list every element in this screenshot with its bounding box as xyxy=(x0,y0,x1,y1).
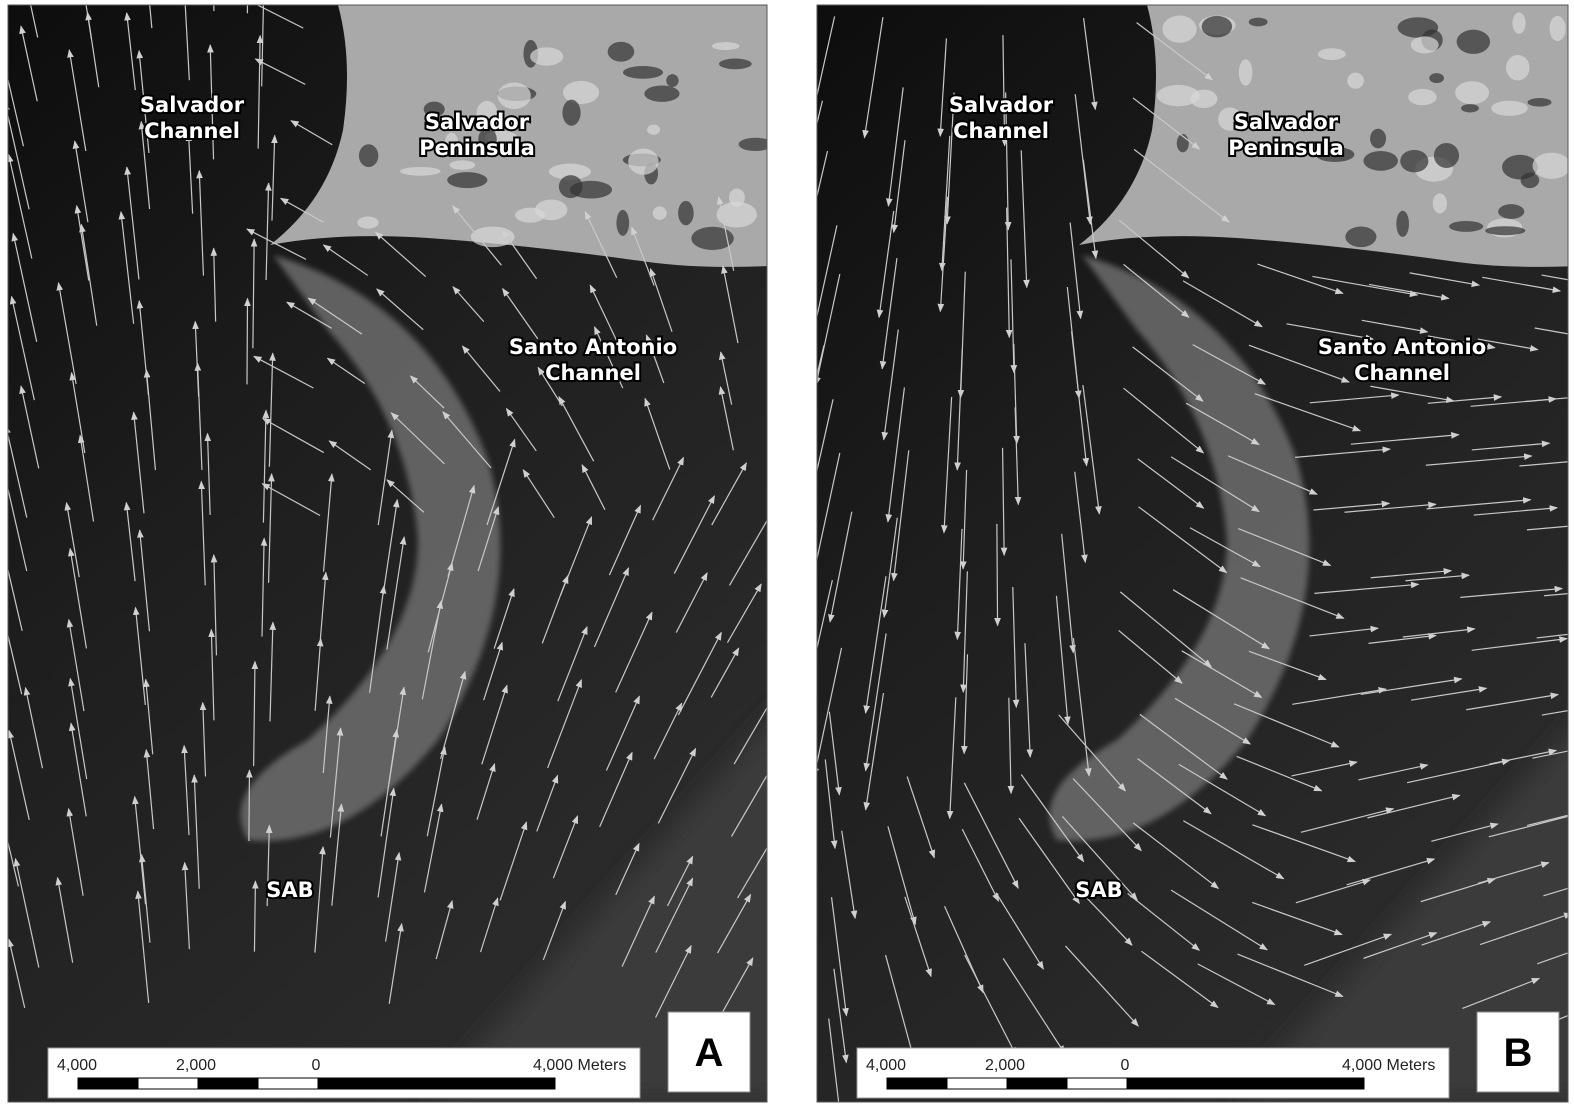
place-label: Peninsula xyxy=(419,136,535,160)
peninsula-texture xyxy=(1491,101,1528,116)
current-vector xyxy=(997,524,998,626)
map-panel xyxy=(0,0,788,1102)
peninsula-texture xyxy=(498,82,531,108)
peninsula-texture xyxy=(1506,55,1530,80)
peninsula-texture xyxy=(400,167,441,176)
scale-segment xyxy=(1007,1078,1067,1089)
place-label: Channel xyxy=(953,119,1049,143)
current-vector xyxy=(247,298,248,384)
scale-segment xyxy=(1067,1078,1127,1089)
scale-label: 0 xyxy=(1121,1057,1130,1074)
peninsula-texture xyxy=(719,59,752,70)
place-label: Salvador xyxy=(1234,110,1339,134)
peninsula-texture xyxy=(1528,98,1552,107)
peninsula-texture xyxy=(1461,104,1479,112)
peninsula-texture xyxy=(1347,73,1364,89)
peninsula-texture xyxy=(623,66,663,79)
peninsula-texture xyxy=(1485,226,1525,235)
peninsula-texture xyxy=(1455,81,1489,104)
scale-segment xyxy=(947,1078,1007,1089)
peninsula-texture xyxy=(712,42,740,50)
peninsula-texture xyxy=(359,144,378,167)
place-label: Salvador xyxy=(140,93,245,117)
scale-segment xyxy=(78,1078,138,1089)
peninsula-texture xyxy=(1202,16,1232,38)
place-label: SAB xyxy=(1075,878,1122,902)
scale-segment xyxy=(887,1078,947,1089)
peninsula-texture xyxy=(1400,150,1428,173)
scale-segment xyxy=(1127,1078,1364,1089)
peninsula-texture xyxy=(678,201,694,225)
peninsula-texture xyxy=(1521,173,1540,188)
peninsula-texture xyxy=(1449,221,1483,232)
peninsula-texture xyxy=(647,124,660,134)
peninsula-texture xyxy=(1433,193,1447,213)
peninsula-texture xyxy=(1370,129,1386,149)
peninsula-texture xyxy=(644,85,679,101)
peninsula-texture xyxy=(447,172,487,188)
peninsula-texture xyxy=(1434,143,1459,168)
place-label: Salvador xyxy=(949,93,1054,117)
panel-letter: A xyxy=(695,1031,724,1075)
scale-label: 4,000 Meters xyxy=(1342,1057,1435,1074)
peninsula-texture xyxy=(1498,204,1524,219)
peninsula-texture xyxy=(1512,12,1525,33)
place-label: Peninsula xyxy=(1228,136,1344,160)
peninsula-texture xyxy=(1345,227,1376,248)
place-label: Channel xyxy=(144,119,240,143)
place-label: Channel xyxy=(1354,361,1450,385)
scale-label: 0 xyxy=(312,1057,321,1074)
scale-label: 4,000 xyxy=(866,1057,906,1074)
place-label: Channel xyxy=(545,361,641,385)
peninsula-texture xyxy=(559,175,583,198)
place-label: Santo Antonio xyxy=(509,335,677,359)
place-label: Santo Antonio xyxy=(1318,335,1486,359)
panel-letter: B xyxy=(1504,1031,1533,1075)
peninsula-texture xyxy=(1162,15,1196,42)
peninsula-texture xyxy=(1429,73,1444,83)
scale-segment xyxy=(138,1078,198,1089)
peninsula-texture xyxy=(1408,89,1437,105)
peninsula-texture xyxy=(357,216,378,228)
figure: SalvadorChannelSalvadorPeninsulaSanto An… xyxy=(0,0,1574,1107)
map-panel xyxy=(791,5,1574,1107)
peninsula-texture xyxy=(608,42,635,62)
scale-label: 2,000 xyxy=(176,1057,216,1074)
scale-label: 4,000 xyxy=(57,1057,97,1074)
peninsula-texture xyxy=(1318,48,1346,60)
current-vector xyxy=(249,770,250,841)
peninsula-texture xyxy=(515,208,545,223)
scale-label: 4,000 Meters xyxy=(533,1057,626,1074)
peninsula-texture xyxy=(1190,90,1217,109)
scale-segment xyxy=(258,1078,318,1089)
peninsula-texture xyxy=(616,210,629,236)
peninsula-texture xyxy=(666,74,678,87)
peninsula-texture xyxy=(1396,211,1409,237)
peninsula-texture xyxy=(1411,36,1439,53)
peninsula-texture xyxy=(1533,153,1571,179)
peninsula-texture xyxy=(530,47,563,65)
peninsula-texture xyxy=(1398,17,1439,37)
peninsula-texture xyxy=(1363,151,1397,171)
peninsula-texture xyxy=(562,100,580,126)
scale-label: 2,000 xyxy=(985,1057,1025,1074)
place-label: SAB xyxy=(266,878,313,902)
place-label: Salvador xyxy=(425,110,530,134)
peninsula-texture xyxy=(1239,59,1253,85)
peninsula-texture xyxy=(1457,30,1490,54)
peninsula-texture xyxy=(449,160,475,170)
peninsula-texture xyxy=(1549,16,1565,41)
peninsula-texture xyxy=(653,206,667,219)
scale-segment xyxy=(198,1078,258,1089)
scale-segment xyxy=(318,1078,555,1089)
peninsula-texture xyxy=(1249,18,1268,27)
peninsula-texture xyxy=(628,149,658,175)
